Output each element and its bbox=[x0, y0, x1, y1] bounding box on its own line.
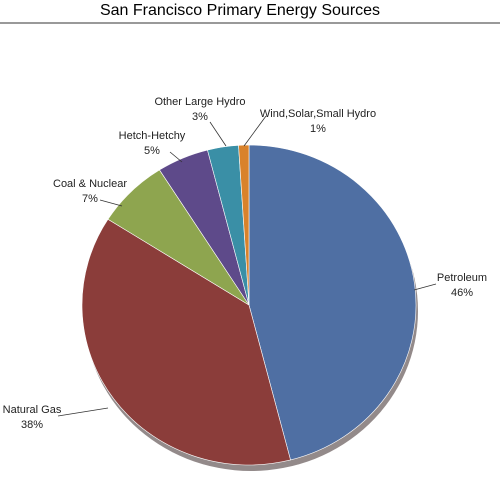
slice-label: Hetch-Hetchy bbox=[119, 130, 186, 142]
slice-value-label: 7% bbox=[82, 193, 98, 205]
slice-value-label: 1% bbox=[310, 123, 326, 135]
pie-slice bbox=[238, 144, 250, 306]
leader-line bbox=[57, 407, 109, 417]
leader-line bbox=[243, 115, 267, 147]
slice-value-label: 3% bbox=[192, 111, 208, 123]
leader-line bbox=[169, 151, 183, 163]
slice-label: Petroleum bbox=[437, 272, 487, 284]
slice-value-label: 46% bbox=[451, 287, 473, 299]
pie-slice bbox=[248, 144, 417, 461]
slice-label: Other Large Hydro bbox=[154, 96, 245, 108]
slice-label: Coal & Nuclear bbox=[53, 178, 127, 190]
leader-line bbox=[99, 199, 123, 207]
leader-line bbox=[413, 283, 437, 291]
leader-line bbox=[209, 121, 227, 147]
chart-title: San Francisco Primary Energy Sources bbox=[100, 2, 380, 19]
slice-value-label: 38% bbox=[21, 419, 43, 431]
slice-value-label: 5% bbox=[144, 145, 160, 157]
slice-label: Natural Gas bbox=[3, 404, 62, 416]
pie-slice bbox=[81, 218, 291, 466]
slice-label: Wind,Solar,Small Hydro bbox=[260, 108, 376, 120]
